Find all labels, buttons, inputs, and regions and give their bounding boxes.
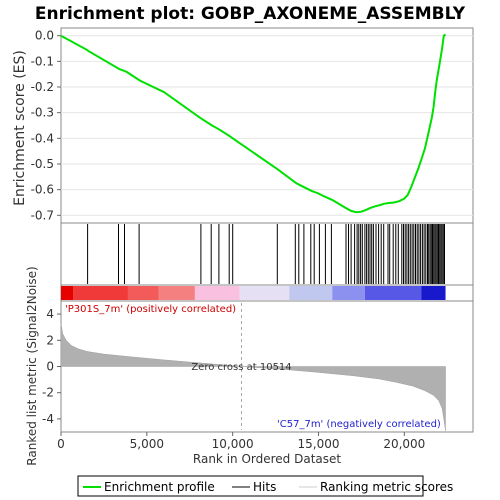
- metric-y-tick-label: -2: [42, 386, 54, 400]
- legend-box: [77, 475, 424, 497]
- positive-correlation-label: 'P301S_7m' (positively correlated): [65, 304, 236, 315]
- metric-y-ticks: 4 2 0 -2 -4: [42, 307, 61, 426]
- metric-y-tick-label: 4: [46, 307, 54, 321]
- negative-correlation-label: 'C57_7m' (negatively correlated): [277, 419, 441, 430]
- es-y-tick-label: 0.0: [35, 29, 54, 43]
- metric-y-axis-label: Ranked list metric (Signal2Noise): [25, 266, 39, 465]
- heatmap-segments: [61, 286, 446, 300]
- enrichment-profile-line: [60, 33, 447, 214]
- legend-profile-label: Enrichment profile: [104, 480, 215, 494]
- x-tick-label: 20,000: [383, 437, 425, 451]
- heatmap-segment: [364, 286, 422, 300]
- x-tick-label: 0: [57, 437, 65, 451]
- zero-cross-label: Zero cross at 10514: [191, 362, 291, 373]
- heatmap-segment: [73, 286, 128, 300]
- ranking-metric-area: [60, 323, 446, 431]
- es-y-tick-label: -0.5: [31, 157, 54, 171]
- chart-title: Enrichment plot: GOBP_AXONEME_ASSEMBLY: [35, 4, 466, 24]
- heatmap-segment: [127, 286, 159, 300]
- x-tick-label: 10,000: [212, 437, 254, 451]
- metric-y-tick-label: 2: [46, 333, 54, 347]
- es-y-axis-label: Enrichment score (ES): [12, 50, 28, 206]
- metric-y-tick-label: -4: [42, 412, 54, 426]
- es-y-tick-label: -0.4: [31, 131, 54, 145]
- legend-metric-label: Ranking metric scores: [320, 480, 453, 494]
- hit-markers: [87, 224, 445, 284]
- es-y-ticks: 0.0 -0.1 -0.2 -0.3 -0.4 -0.5 -0.6 -0.7: [31, 29, 61, 222]
- ranking-heatmap: [60, 284, 474, 302]
- heatmap-segment: [421, 286, 446, 300]
- es-gridlines: [61, 35, 473, 216]
- metric-y-tick-label: 0: [46, 360, 54, 374]
- heatmap-segment: [61, 286, 74, 300]
- chart-legend: Enrichment profile Hits Ranking metric s…: [77, 475, 453, 497]
- heatmap-segment: [239, 286, 290, 300]
- es-y-tick-label: -0.2: [31, 80, 54, 94]
- heatmap-segment: [194, 286, 240, 300]
- hits-panel-frame: [60, 222, 474, 286]
- heatmap-segment: [289, 286, 333, 300]
- x-tick-label: 15,000: [298, 437, 340, 451]
- es-y-tick-label: -0.7: [31, 208, 54, 222]
- es-panel-frame: [60, 27, 474, 224]
- heatmap-segment: [332, 286, 365, 300]
- x-axis-ticks: 0 5,000 10,000 15,000 20,000: [57, 432, 425, 451]
- x-tick-label: 5,000: [130, 437, 164, 451]
- heatmap-segment: [158, 286, 195, 300]
- legend-hits-label: Hits: [253, 480, 276, 494]
- es-y-tick-label: -0.1: [31, 54, 54, 68]
- es-y-tick-label: -0.6: [31, 183, 54, 197]
- x-axis-label: Rank in Ordered Dataset: [193, 452, 341, 466]
- es-panel: 0.0 -0.1 -0.2 -0.3 -0.4 -0.5 -0.6 -0.7 Enrichme…: [12, 27, 474, 224]
- hits-panel: [60, 222, 474, 286]
- metric-panel: 4 2 0 -2 -4 'P301S_7m' (positively correlate…: [25, 266, 474, 466]
- es-y-tick-label: -0.3: [31, 106, 54, 120]
